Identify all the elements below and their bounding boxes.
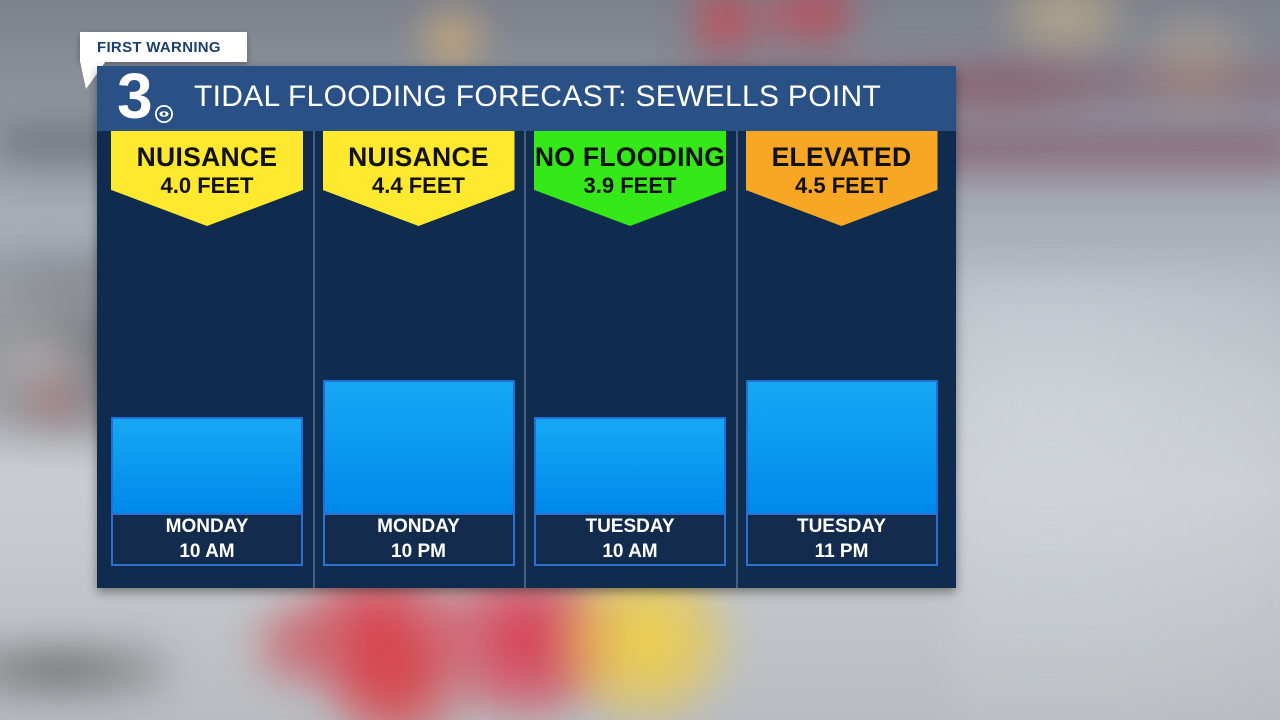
svg-text:3: 3 xyxy=(117,73,153,125)
